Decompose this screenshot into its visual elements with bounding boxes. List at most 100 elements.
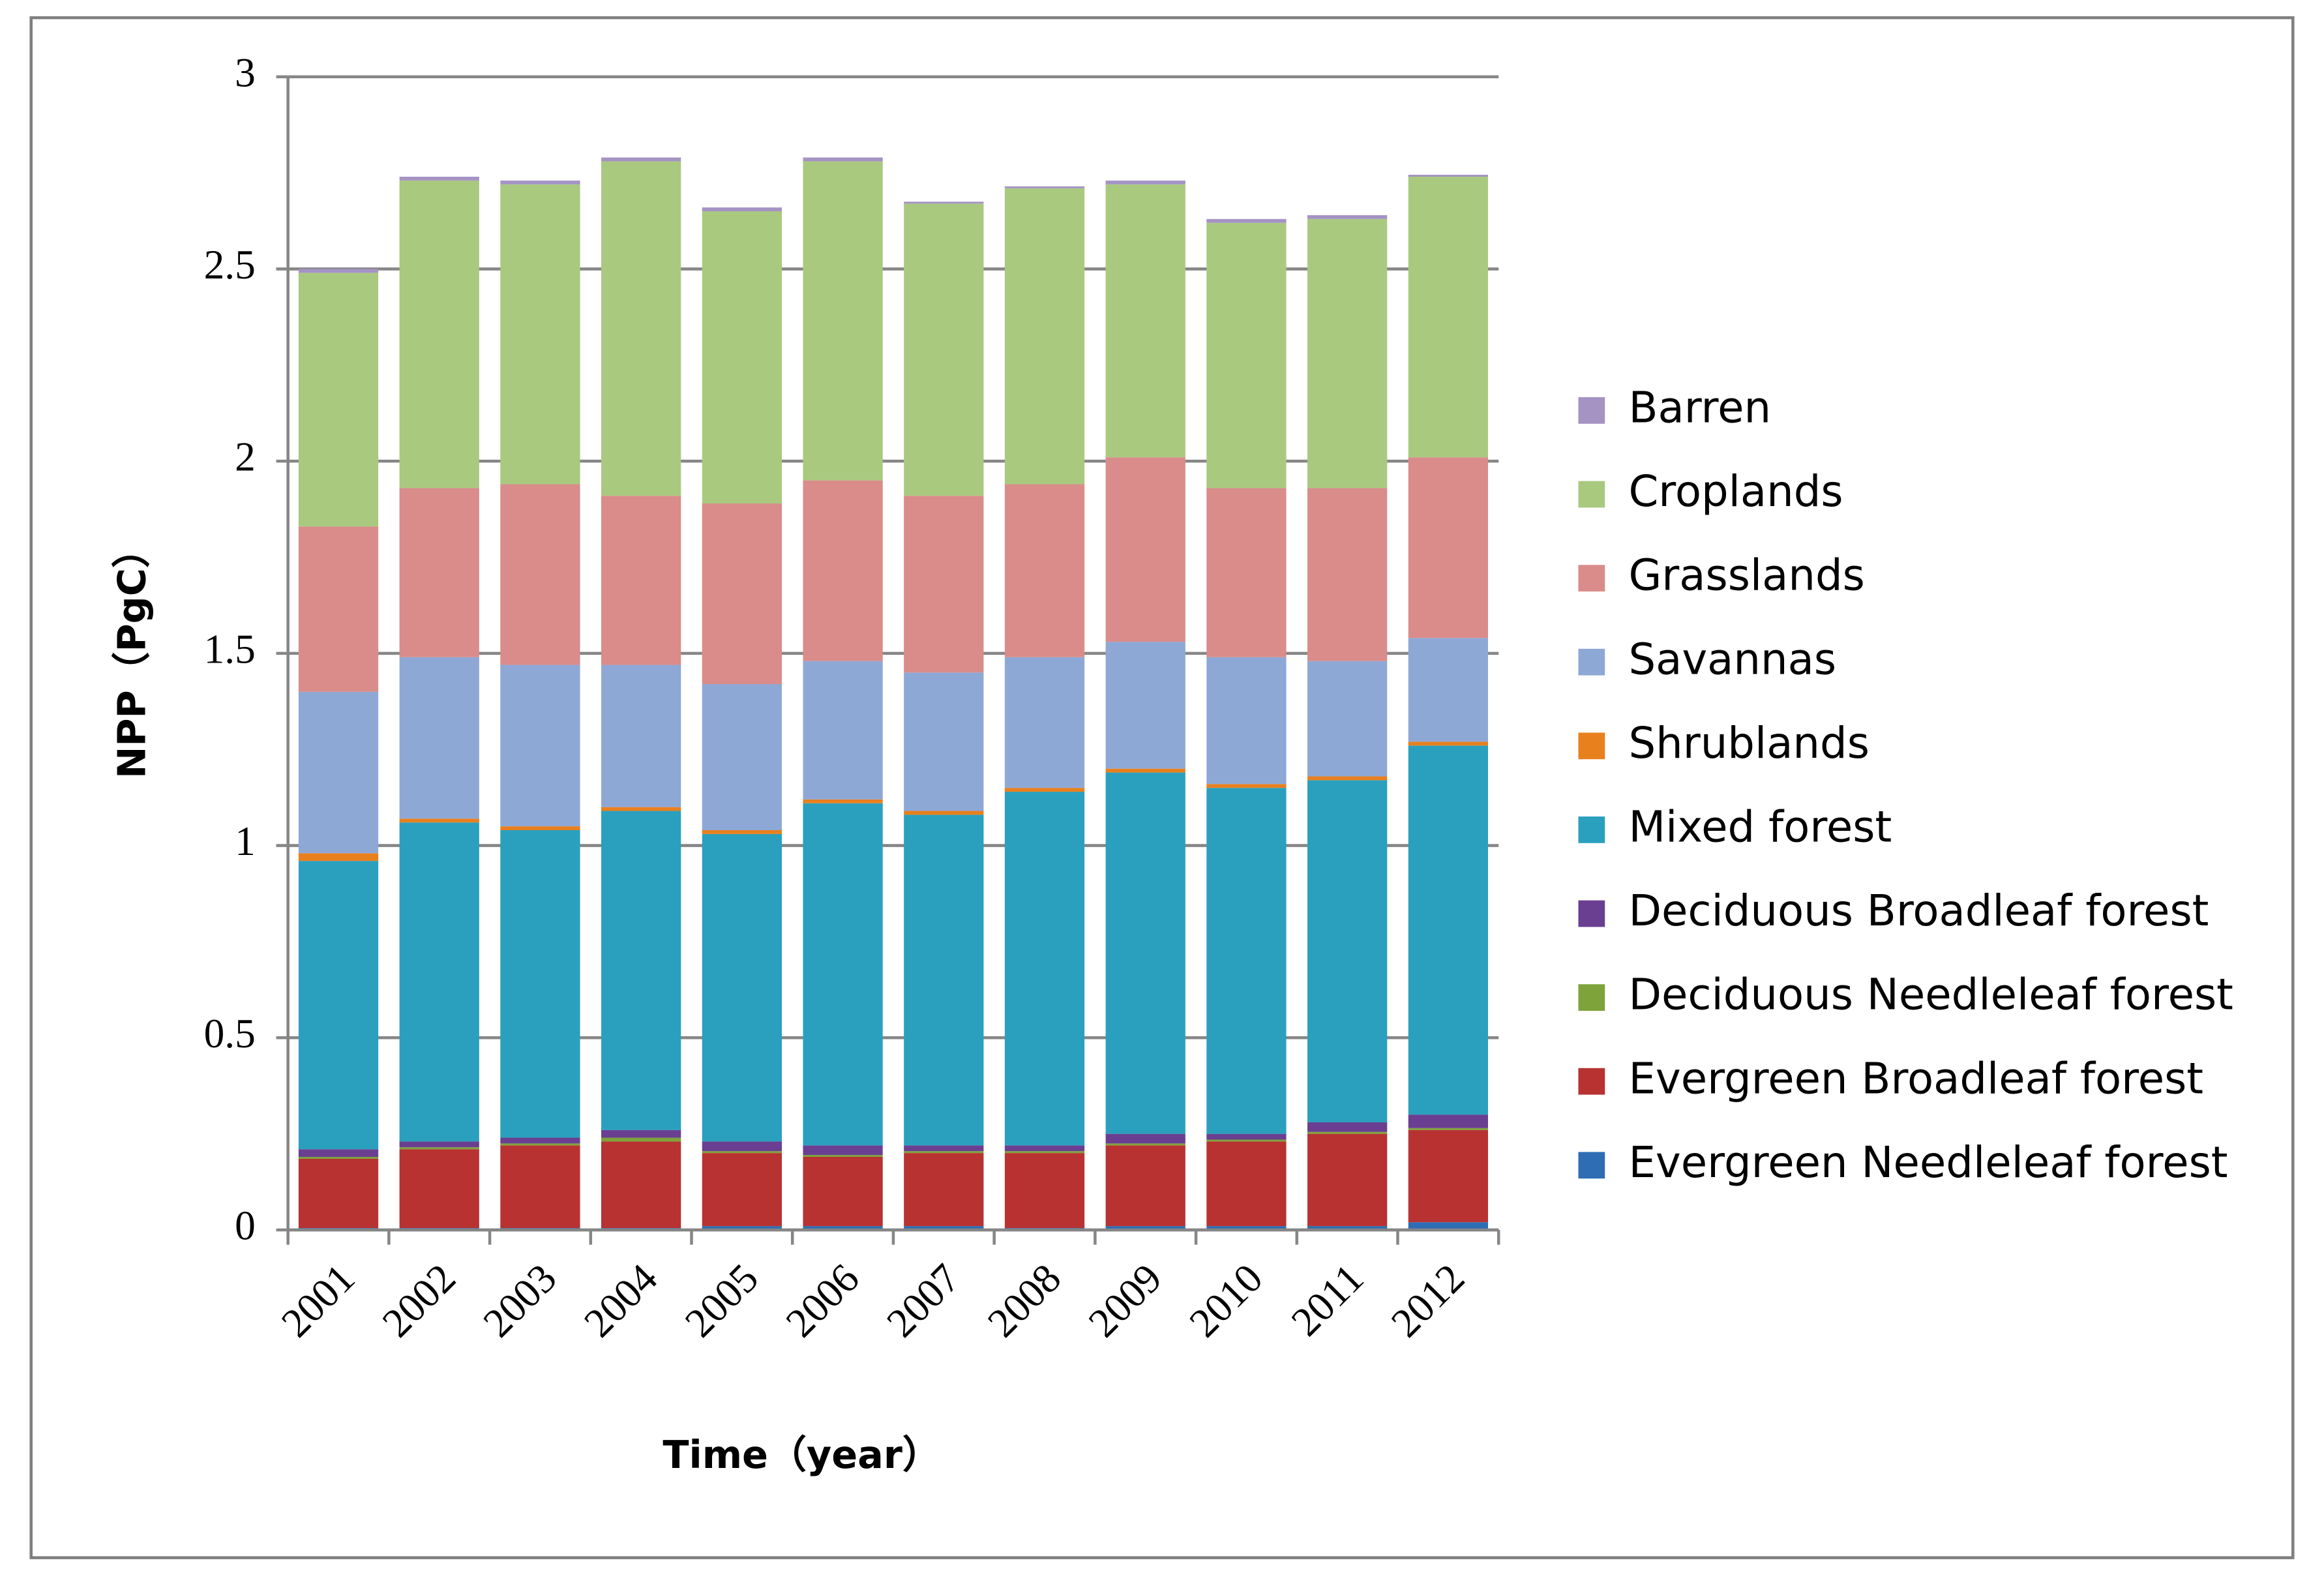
bar-segment (500, 484, 580, 665)
bar-segment (298, 853, 379, 861)
bar-segment (1307, 780, 1388, 1122)
bar-segment (500, 826, 580, 830)
bar-segment (904, 496, 984, 673)
legend-label: Evergreen Needleleaf forest (1628, 1138, 2227, 1188)
legend-label: Croplands (1628, 467, 1843, 516)
bar-segment (500, 665, 580, 827)
y-tick-label: 0.5 (204, 1011, 256, 1056)
bar-segment (399, 176, 479, 181)
bar-segment (904, 815, 984, 1146)
bar-segment (1206, 218, 1287, 223)
bar-segment (1004, 188, 1085, 485)
bar-segment (803, 1226, 883, 1230)
y-tick-label: 2.5 (204, 242, 256, 288)
bar-segment (702, 503, 782, 685)
bar-segment (500, 1145, 580, 1229)
bar-segment (803, 1155, 883, 1158)
bar-segment (1105, 772, 1185, 1134)
bar-segment (1307, 215, 1388, 219)
bar-segment (1004, 788, 1085, 792)
bar-segment (601, 1137, 681, 1142)
bar-segment (904, 1226, 984, 1230)
bar-segment (500, 1143, 580, 1146)
bar-segment (1408, 1128, 1488, 1130)
legend-swatch (1578, 1068, 1605, 1095)
bar-segment (1307, 661, 1388, 777)
bar-segment (601, 157, 681, 162)
bar-segment (803, 161, 883, 481)
legend-label: Savannas (1628, 635, 1836, 684)
bar-segment (1206, 784, 1287, 788)
x-axis-title: Time（year） (663, 1432, 940, 1477)
bar-segment (1307, 776, 1388, 781)
bar-segment (601, 1141, 681, 1229)
bar-segment (1206, 1139, 1287, 1142)
bar-segment (298, 1157, 379, 1159)
bar-segment (298, 1149, 379, 1158)
bar-segment (1206, 222, 1287, 488)
bar-segment (1408, 1130, 1488, 1223)
bar-segment (803, 803, 883, 1146)
bar-segment (1105, 184, 1185, 458)
bar-segment (1307, 1131, 1388, 1134)
bar-segment (601, 161, 681, 496)
y-axis-title: NPP（PgC） (109, 530, 154, 779)
bar-segment (1307, 1122, 1388, 1132)
bar-segment (399, 822, 479, 1142)
bar-segment (702, 211, 782, 503)
bar-segment (904, 811, 984, 815)
legend-label: Deciduous Broadleaf forest (1628, 886, 2209, 936)
bar-segment (601, 807, 681, 811)
bar-segment (1004, 1151, 1085, 1154)
bar-segment (1307, 488, 1388, 661)
bar-segment (803, 1145, 883, 1156)
legend-swatch (1578, 481, 1605, 508)
bar-segment (298, 691, 379, 854)
legend-swatch (1578, 565, 1605, 591)
bar-segment (601, 811, 681, 1130)
bar-segment (500, 184, 580, 485)
bar-segment (500, 180, 580, 185)
bar-segment (702, 1141, 782, 1152)
y-tick-label: 3 (235, 50, 256, 95)
bar-segment (702, 1226, 782, 1230)
y-tick-label: 1 (235, 818, 256, 864)
bar-segment (500, 830, 580, 1138)
bar-segment (399, 488, 479, 657)
bar-segment (399, 1149, 479, 1229)
bar-segment (399, 818, 479, 823)
bar-segment (399, 1141, 479, 1148)
bar-segment (702, 1151, 782, 1154)
bar-segment (1408, 175, 1488, 177)
legend-swatch (1578, 816, 1605, 843)
bar-segment (500, 1137, 580, 1144)
bar-segment (298, 861, 379, 1150)
bar-segment (1105, 642, 1185, 769)
y-tick-label: 0 (235, 1203, 256, 1249)
bar-segment (399, 180, 479, 488)
bar-segment (1206, 1133, 1287, 1140)
bar-segment (298, 273, 379, 527)
bar-segment (1004, 186, 1085, 188)
bar-segment (1105, 1145, 1185, 1227)
bar-segment (298, 1158, 379, 1229)
bar-segment (803, 480, 883, 661)
bar-segment (1307, 218, 1388, 488)
y-tick-label: 1.5 (204, 626, 256, 672)
bar-segment (803, 661, 883, 800)
bar-segment (1307, 1226, 1388, 1230)
bar-segment (904, 672, 984, 811)
bar-segment (1105, 768, 1185, 773)
bar-segment (1206, 788, 1287, 1134)
bar-segment (1004, 1145, 1085, 1152)
bar-segment (803, 157, 883, 162)
y-tick-label: 2 (235, 434, 256, 480)
bar-segment (702, 207, 782, 212)
bar-segment (1206, 488, 1287, 657)
bar-segment (1004, 792, 1085, 1146)
legend-swatch (1578, 900, 1605, 927)
bar-segment (904, 203, 984, 496)
bar-segment (1206, 657, 1287, 785)
bar-segment (1307, 1133, 1388, 1227)
